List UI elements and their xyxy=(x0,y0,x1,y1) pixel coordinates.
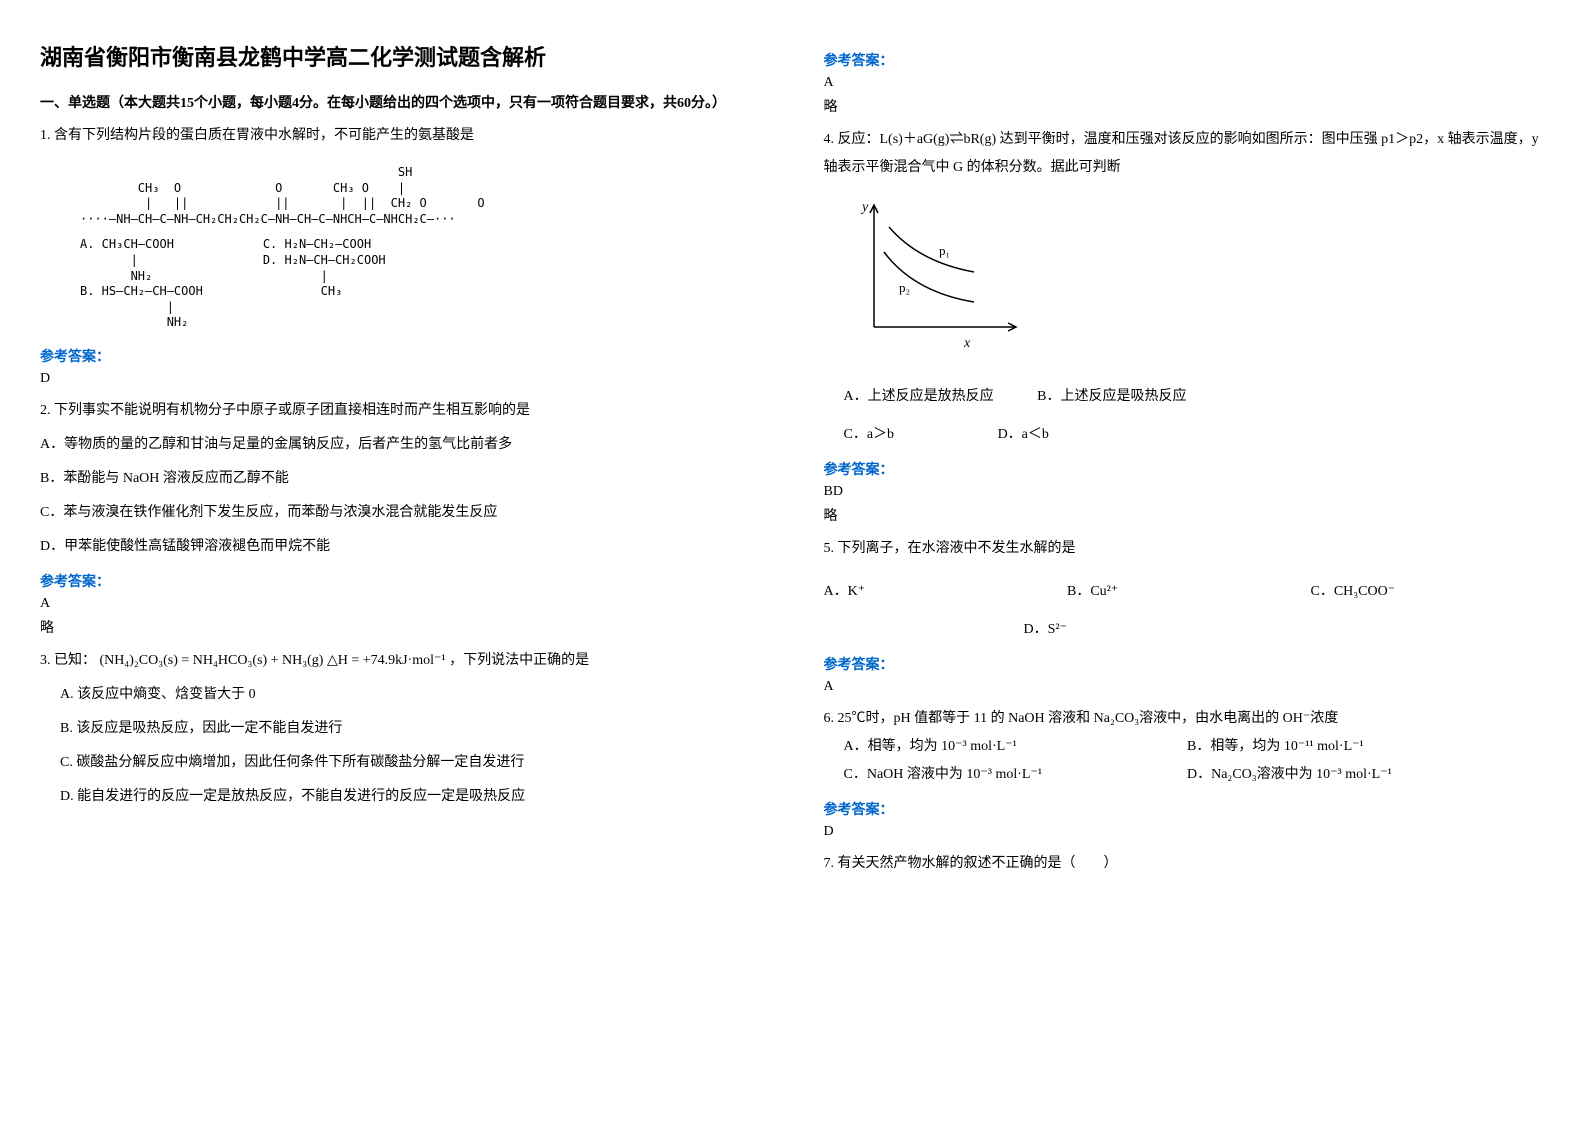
struct-line: SH xyxy=(80,165,764,181)
q2-answer: A xyxy=(40,596,764,612)
q5-opt-a: A．K⁺ xyxy=(824,578,1024,606)
answer-label: 参考答案： xyxy=(40,571,764,591)
question-2: 2. 下列事实不能说明有机物分子中原子或原子团直接相连时而产生相互影响的是 A．… xyxy=(40,397,764,561)
q5-text: 5. 下列离子，在水溶液中不发生水解的是 xyxy=(824,535,1548,563)
q3-opt-c: C. 碳酸盐分解反应中熵增加，因此任何条件下所有碳酸盐分解一定自发进行 xyxy=(60,749,764,777)
q4-opt-d: D．a＜b xyxy=(998,421,1049,449)
curve-p2 xyxy=(884,252,974,302)
struct-line: ····—NH—CH—C—NH—CH₂CH₂CH₂C—NH—CH—C—NHCH—… xyxy=(80,212,764,228)
q1-opts-left: A. CH₃CH—COOH | NH₂ B. HS—CH₂—CH—COOH | … xyxy=(80,237,203,331)
q5-row2: D．S²⁻ xyxy=(1024,616,1548,644)
q6-opt-d: D．Na₂CO₃溶液中为 10⁻³ mol·L⁻¹ xyxy=(1187,761,1392,789)
q6-row1: A．相等，均为 10⁻³ mol·L⁻¹ B．相等，均为 10⁻¹¹ mol·L… xyxy=(844,733,1548,761)
x-label: x xyxy=(963,336,971,351)
struct-line: | || || | || CH₂ O O xyxy=(80,196,764,212)
q1-structure: SH CH₃ O O CH₃ O | | || || | || CH₂ O O … xyxy=(80,165,764,331)
question-1: 1. 含有下列结构片段的蛋白质在胃液中水解时，不可能产生的氨基酸是 SH CH₃… xyxy=(40,122,764,331)
page-title: 湖南省衡阳市衡南县龙鹤中学高二化学测试题含解析 xyxy=(40,40,764,72)
q2-brief: 略 xyxy=(40,617,764,637)
q1-opt-a: NH₂ xyxy=(80,269,203,285)
q4-options-row2: C．a＞b D．a＜b xyxy=(844,421,1548,449)
q4-options-row1: A．上述反应是放热反应 B．上述反应是吸热反应 xyxy=(844,383,1548,411)
y-label: y xyxy=(860,200,869,215)
answer-label: 参考答案： xyxy=(824,50,1548,70)
q2-opt-d: D．甲苯能使酸性高锰酸钾溶液褪色而甲烷不能 xyxy=(40,533,764,561)
q2-opt-a: A．等物质的量的乙醇和甘油与足量的金属钠反应，后者产生的氢气比前者多 xyxy=(40,431,764,459)
q4-opt-b: B．上述反应是吸热反应 xyxy=(1037,383,1186,411)
question-5: 5. 下列离子，在水溶液中不发生水解的是 A．K⁺ B．Cu²⁺ C．CH₃CO… xyxy=(824,535,1548,644)
q5-opt-c: C．CH₃COO⁻ xyxy=(1311,578,1396,606)
q5-row1: A．K⁺ B．Cu²⁺ C．CH₃COO⁻ xyxy=(824,578,1548,606)
q1-opt-b: | xyxy=(80,300,203,316)
q6-opt-b: B．相等，均为 10⁻¹¹ mol·L⁻¹ xyxy=(1187,733,1364,761)
section-header: 一、单选题（本大题共15个小题，每小题4分。在每小题给出的四个选项中，只有一项符… xyxy=(40,92,764,112)
question-6: 6. 25℃时，pH 值都等于 11 的 NaOH 溶液和 Na₂CO₃溶液中，… xyxy=(824,705,1548,789)
q6-opt-c: C．NaOH 溶液中为 10⁻³ mol·L⁻¹ xyxy=(844,761,1144,789)
q5-opt-d: D．S²⁻ xyxy=(1024,616,1067,644)
q6-text: 6. 25℃时，pH 值都等于 11 的 NaOH 溶液和 Na₂CO₃溶液中，… xyxy=(824,705,1548,733)
q2-text: 2. 下列事实不能说明有机物分子中原子或原子团直接相连时而产生相互影响的是 xyxy=(40,397,764,425)
q5-opt-b: B．Cu²⁺ xyxy=(1067,578,1267,606)
q3-pre: 3. 已知： xyxy=(40,653,96,668)
q1-opt-c: C. H₂N—CH₂—COOH xyxy=(263,237,386,253)
q3-text: 3. 已知： (NH₄)₂CO₃(s) = NH₄HCO₃(s) + NH₃(g… xyxy=(40,647,764,675)
q4-opt-a: A．上述反应是放热反应 xyxy=(844,383,994,411)
answer-label: 参考答案： xyxy=(824,654,1548,674)
struct-line: CH₃ O O CH₃ O | xyxy=(80,181,764,197)
right-column: 参考答案： A 略 4. 反应：L(s)＋aG(g)⇌bR(g) 达到平衡时，温… xyxy=(824,40,1548,888)
q1-opt-a: | xyxy=(80,253,203,269)
question-3: 3. 已知： (NH₄)₂CO₃(s) = NH₄HCO₃(s) + NH₃(g… xyxy=(40,647,764,811)
q1-opt-d: D. H₂N—CH—CH₂COOH xyxy=(263,253,386,269)
q1-opt-a: A. CH₃CH—COOH xyxy=(80,237,203,253)
q3-formula: (NH₄)₂CO₃(s) = NH₄HCO₃(s) + NH₃(g) △H = … xyxy=(100,653,446,668)
chart-svg: y x p₁ p₂ xyxy=(844,197,1044,357)
page-container: 湖南省衡阳市衡南县龙鹤中学高二化学测试题含解析 一、单选题（本大题共15个小题，… xyxy=(40,40,1547,888)
q3-opt-d: D. 能自发进行的反应一定是放热反应，不能自发进行的反应一定是吸热反应 xyxy=(60,783,764,811)
q1-text: 1. 含有下列结构片段的蛋白质在胃液中水解时，不可能产生的氨基酸是 xyxy=(40,122,764,150)
answer-label: 参考答案： xyxy=(824,459,1548,479)
q5-answer: A xyxy=(824,679,1548,695)
q7-text: 7. 有关天然产物水解的叙述不正确的是（ ） xyxy=(824,850,1548,878)
q4-chart: y x p₁ p₂ xyxy=(844,197,1548,368)
q3-opt-a: A. 该反应中熵变、焓变皆大于 0 xyxy=(60,681,764,709)
q4-answer: BD xyxy=(824,484,1548,500)
q3-brief: 略 xyxy=(824,96,1548,116)
q1-opt-d: CH₃ xyxy=(263,284,386,300)
q1-answer: D xyxy=(40,371,764,387)
q3-opt-b: B. 该反应是吸热反应，因此一定不能自发进行 xyxy=(60,715,764,743)
q3-post: ，下列说法中正确的是 xyxy=(449,653,589,668)
curve-p1 xyxy=(889,227,974,272)
question-7: 7. 有关天然产物水解的叙述不正确的是（ ） xyxy=(824,850,1548,878)
q4-opt-c: C．a＞b xyxy=(844,421,895,449)
q1-opt-b: B. HS—CH₂—CH—COOH xyxy=(80,284,203,300)
p1-label: p₁ xyxy=(939,243,950,258)
q2-opt-b: B．苯酚能与 NaOH 溶液反应而乙醇不能 xyxy=(40,465,764,493)
q2-opt-c: C．苯与液溴在铁作催化剂下发生反应，而苯酚与浓溴水混合就能发生反应 xyxy=(40,499,764,527)
p2-label: p₂ xyxy=(899,280,910,295)
question-4: 4. 反应：L(s)＋aG(g)⇌bR(g) 达到平衡时，温度和压强对该反应的影… xyxy=(824,126,1548,449)
q3-answer: A xyxy=(824,75,1548,91)
q1-opt-d: | xyxy=(263,269,386,285)
left-column: 湖南省衡阳市衡南县龙鹤中学高二化学测试题含解析 一、单选题（本大题共15个小题，… xyxy=(40,40,764,888)
q1-opts-right: C. H₂N—CH₂—COOH D. H₂N—CH—CH₂COOH | CH₃ xyxy=(263,237,386,331)
q6-answer: D xyxy=(824,824,1548,840)
q1-opt-b: NH₂ xyxy=(80,315,203,331)
q6-opt-a: A．相等，均为 10⁻³ mol·L⁻¹ xyxy=(844,733,1144,761)
q4-brief: 略 xyxy=(824,505,1548,525)
q4-text: 4. 反应：L(s)＋aG(g)⇌bR(g) 达到平衡时，温度和压强对该反应的影… xyxy=(824,126,1548,182)
answer-label: 参考答案： xyxy=(40,346,764,366)
q6-row2: C．NaOH 溶液中为 10⁻³ mol·L⁻¹ D．Na₂CO₃溶液中为 10… xyxy=(844,761,1548,789)
answer-label: 参考答案： xyxy=(824,799,1548,819)
